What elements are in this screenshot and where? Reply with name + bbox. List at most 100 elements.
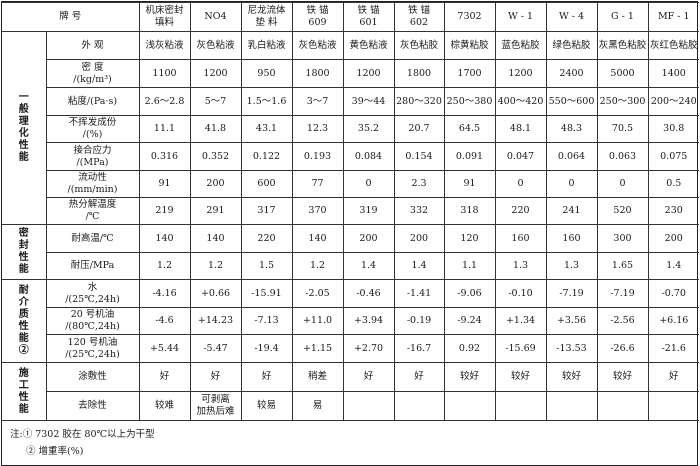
value-cell: +0.66 — [189, 279, 242, 308]
value-cell: 1.2 — [189, 252, 242, 280]
value-cell: 0 — [596, 170, 649, 198]
group-label-cell: 一般理化性能 — [2, 31, 47, 225]
value-cell: 1100 — [138, 59, 191, 88]
value-cell: 1.5～1.6 — [240, 87, 293, 116]
table-row: 流动性 /(mm/min) 91 200 600 77 0 2.3 91 0 0 0 0.5 — [2, 170, 699, 198]
value-cell: 1.4 — [342, 252, 395, 280]
value-cell: 较难 — [138, 391, 191, 421]
value-cell: 70.5 — [596, 115, 649, 143]
value-cell: 48.3 — [545, 115, 598, 143]
value-cell: -13.53 — [545, 334, 598, 363]
table-row: 施工性能 涂敷性好好好稍差好好较好 较好 较好 较好好 — [2, 362, 699, 421]
value-cell: 5～7 — [189, 87, 242, 116]
value-cell: 好 — [342, 362, 395, 392]
value-cell: 0.92 — [443, 334, 496, 363]
value-cell: 0.047 — [494, 142, 547, 171]
value-cell: 较好 — [596, 362, 649, 392]
value-cell: 灰色粘胶 — [393, 31, 445, 60]
value-cell: 520 — [596, 197, 649, 225]
value-cell: 0.154 — [393, 142, 445, 171]
value-cell: 稍差 — [291, 362, 344, 392]
value-cell: 0.075 — [647, 142, 699, 171]
value-cell: 200 — [189, 170, 242, 198]
value-cell: 318 — [443, 197, 496, 225]
property-label: 耐高温/℃ — [45, 224, 140, 253]
table-row: 接合应力 /(MPa) 0.316 0.352 0.122 0.193 0.084 0.15… — [2, 142, 699, 171]
value-cell: 1.2 — [138, 252, 191, 280]
value-cell: 1.65 — [596, 252, 649, 280]
value-cell: +3.56 — [545, 307, 598, 335]
value-cell: 43.1 — [240, 115, 293, 143]
value-cell: 2.6～2.8 — [138, 87, 191, 116]
value-cell: 0.064 — [545, 142, 598, 171]
property-label: 外 观 — [45, 31, 140, 60]
value-cell: 乳白粘液 — [240, 31, 293, 60]
value-cell — [393, 391, 445, 421]
value-cell: 绿色粘胶 — [545, 31, 598, 60]
value-cell: 20.7 — [393, 115, 445, 143]
property-label: 耐压/MPa — [46, 252, 140, 280]
notes-row: 注:① 7302 胶在 80℃以上为干型 ② 增重率(%) — [2, 420, 699, 465]
value-cell: -2.56 — [596, 307, 649, 335]
value-cell: 较好 — [443, 362, 496, 392]
value-cell: 220 — [240, 224, 293, 253]
value-cell: -7.13 — [240, 307, 293, 335]
value-cell: +14.23 — [189, 307, 242, 335]
value-cell: 1200 — [494, 59, 547, 88]
value-cell: +1.15 — [291, 334, 344, 363]
value-cell: 棕黄粘胶 — [443, 31, 496, 60]
value-cell: 200 — [647, 224, 699, 253]
value-cell: 219 — [138, 197, 191, 225]
value-cell: 好 — [647, 362, 699, 392]
value-cell: 35.2 — [342, 115, 395, 143]
group-label-cell: 耐介质性能② — [2, 279, 47, 363]
group-label: 一般理化性能 — [18, 92, 29, 163]
value-cell: 较好 — [494, 362, 547, 392]
brand-column-header: 机床密封 填料 — [138, 2, 191, 32]
value-cell: 浅灰粘液 — [138, 31, 191, 60]
value-cell: 灰黑色粘胶 — [596, 31, 649, 60]
value-cell: 5000 — [596, 59, 649, 88]
value-cell: 140 — [189, 224, 242, 253]
table-row: 耐介质性能② 水 /(25℃,24h) -4.16 +0.66 -15.91 -2.05-… — [2, 279, 699, 363]
value-cell: -7.19 — [545, 279, 598, 308]
value-cell: 41.8 — [189, 115, 242, 143]
value-cell: 200 — [393, 224, 445, 253]
value-cell: 灰红色粘胶 — [647, 31, 699, 60]
value-cell: 0.193 — [291, 142, 344, 171]
value-cell: 0.122 — [240, 142, 293, 171]
value-cell: 30.8 — [647, 115, 699, 143]
brand-column-header: 7302 — [443, 2, 496, 32]
value-cell: 241 — [545, 197, 598, 225]
value-cell: 1.3 — [494, 252, 547, 280]
value-cell: 0 — [494, 170, 547, 198]
value-cell: 317 — [240, 197, 293, 225]
value-cell: 0.5 — [647, 170, 699, 198]
value-cell: 0.084 — [342, 142, 395, 171]
value-cell: -9.06 — [443, 279, 496, 308]
value-cell: -0.10 — [494, 279, 547, 308]
value-cell: +1.34 — [494, 307, 547, 335]
brand-column-header: W - 4 — [545, 2, 598, 32]
footnote: 注:① 7302 胶在 80℃以上为干型 — [10, 429, 155, 440]
value-cell: 250～300 — [596, 87, 649, 116]
value-cell: 0 — [545, 170, 598, 198]
table-row: 不挥发成份 /(%) 11.1 41.8 43.1 12.3 35.2 20.7 64.5 48… — [2, 115, 699, 143]
property-label: 密 度 /(kg/m³) — [46, 59, 140, 88]
value-cell: 好 — [240, 362, 293, 392]
property-label: 热分解温度 /℃ — [46, 197, 140, 225]
value-cell: 3～7 — [291, 87, 344, 116]
property-label: 去除性 — [46, 391, 140, 421]
value-cell: 1.2 — [291, 252, 344, 280]
value-cell: 11.1 — [138, 115, 191, 143]
value-cell: 1700 — [443, 59, 496, 88]
value-cell: +2.70 — [342, 334, 395, 363]
brand-header-label: 牌 号 — [2, 2, 140, 32]
value-cell: 1800 — [291, 59, 344, 88]
value-cell: -0.19 — [393, 307, 445, 335]
value-cell: 较易 — [240, 391, 293, 421]
property-label: 涂敷性 — [45, 362, 140, 392]
value-cell: 39～44 — [342, 87, 395, 116]
value-cell: 600 — [240, 170, 293, 198]
